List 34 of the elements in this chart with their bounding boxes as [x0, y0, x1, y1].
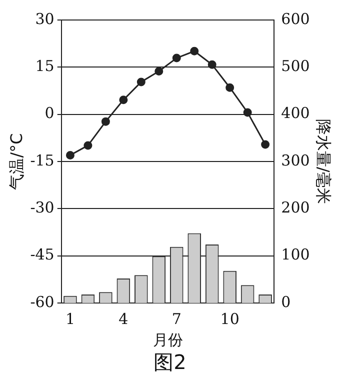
x-tick-label: 7 — [172, 310, 182, 328]
y2-tick-label: 500 — [281, 57, 310, 76]
y2-tick-label: 100 — [281, 246, 310, 264]
point — [84, 141, 92, 150]
point — [119, 96, 128, 104]
y2-tick-label: 300 — [281, 151, 310, 170]
y-tick-label: 30 — [35, 10, 54, 28]
y-tick-label: -30 — [30, 198, 54, 217]
y2-tick-label: 400 — [281, 104, 310, 122]
y2-tick-label: 0 — [281, 292, 291, 311]
point — [226, 83, 234, 92]
point — [261, 140, 270, 149]
point — [136, 78, 146, 86]
y-tick-label: -15 — [30, 151, 54, 170]
point — [243, 108, 252, 117]
y2-axis-title: 降水量/毫米 — [314, 118, 334, 204]
point — [208, 60, 216, 69]
x-tick-label: 4 — [118, 310, 128, 328]
y-tick-label: 15 — [35, 57, 54, 76]
x-tick-label: 10 — [220, 310, 240, 328]
y-axis-title: 气温/°C — [6, 133, 26, 190]
text: 图2 — [154, 350, 186, 374]
x-tick-label: 1 — [65, 310, 75, 328]
y-tick-label: 0 — [44, 104, 54, 122]
y2-tick-label: 200 — [281, 198, 310, 217]
point — [172, 54, 181, 62]
point — [101, 117, 110, 126]
point — [154, 67, 164, 76]
y-tick-label: -45 — [30, 246, 54, 264]
point — [190, 46, 199, 56]
point — [66, 150, 74, 160]
x-axis-title: 月份 — [152, 330, 183, 349]
y2-tick-label: 600 — [281, 10, 310, 28]
y-tick-label: -60 — [30, 292, 54, 311]
